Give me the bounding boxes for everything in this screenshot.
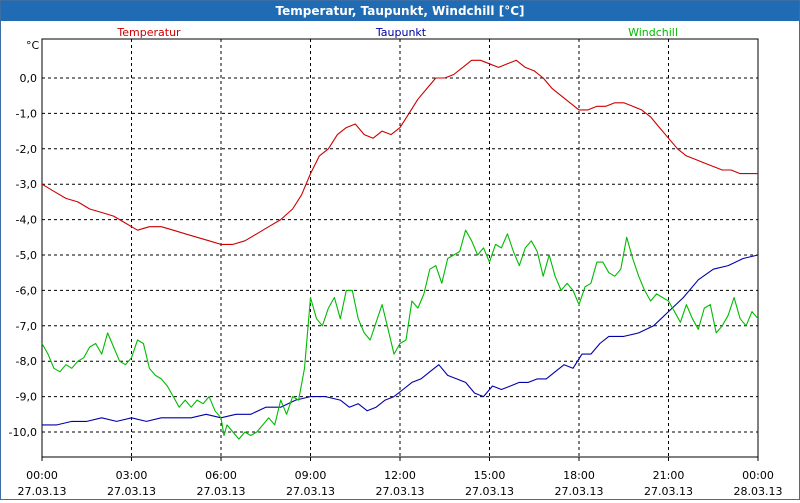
y-tick-label: 0,0 [20, 72, 38, 85]
y-tick-label: -5,0 [16, 249, 37, 262]
series-line-taupunkt [42, 254, 759, 426]
x-tick-time: 03:00 [116, 469, 148, 482]
title-bar: Temperatur, Taupunkt, Windchill [°C] [1, 1, 799, 21]
y-tick-label: -10,0 [9, 426, 37, 439]
y-tick-label: -6,0 [16, 284, 37, 297]
chart-area: 0,0 -1,0 -2,0 -3,0 -4,0 -5,0 -6,0 -7,0 -8,0 -9,0 -… [1, 21, 799, 499]
x-tick-time: 12:00 [384, 469, 416, 482]
x-tick-date: 27.03.13 [107, 485, 156, 498]
window-title: Temperatur, Taupunkt, Windchill [°C] [275, 4, 525, 18]
x-tick-date: 28.03.13 [734, 485, 783, 498]
grid [42, 39, 758, 457]
y-axis-label: °C [26, 39, 40, 52]
x-tick-date: 27.03.13 [555, 485, 604, 498]
x-tick-date: 27.03.13 [465, 485, 514, 498]
x-tick-time: 06:00 [205, 469, 237, 482]
series-line-windchill [41, 229, 759, 440]
x-tick-date: 27.03.13 [376, 485, 425, 498]
x-tick-time: 18:00 [563, 469, 595, 482]
x-tick-time: 15:00 [474, 469, 506, 482]
y-tick-label: -4,0 [16, 214, 37, 227]
y-tick-label: -8,0 [16, 355, 37, 368]
x-tick-time: 21:00 [653, 469, 685, 482]
y-tick-label: -3,0 [16, 178, 37, 191]
y-axis: 0,0 -1,0 -2,0 -3,0 -4,0 -5,0 -6,0 -7,0 -8,0 -9,0 -… [9, 72, 37, 439]
x-axis: 00:00 27.03.13 03:00 27.03.13 06:00 27.03.13 0… [18, 457, 783, 498]
legend-windchill: Windchill [628, 26, 678, 39]
x-tick-date: 27.03.13 [18, 485, 67, 498]
legend-taupunkt: Taupunkt [375, 26, 427, 39]
x-tick-time: 00:00 [742, 469, 774, 482]
x-tick-time: 09:00 [295, 469, 327, 482]
x-tick-date: 27.03.13 [197, 485, 246, 498]
x-tick-time: 00:00 [26, 469, 58, 482]
y-tick-label: -7,0 [16, 320, 37, 333]
y-tick-label: -2,0 [16, 143, 37, 156]
y-tick-label: -1,0 [16, 107, 37, 120]
series-layer [41, 59, 759, 440]
y-tick-label: -9,0 [16, 391, 37, 404]
temperature-chart: 0,0 -1,0 -2,0 -3,0 -4,0 -5,0 -6,0 -7,0 -8,0 -9,0 -… [9, 26, 783, 498]
x-tick-date: 27.03.13 [286, 485, 335, 498]
legend: Temperatur Taupunkt Windchill [116, 26, 678, 39]
x-tick-date: 27.03.13 [644, 485, 693, 498]
legend-temperatur: Temperatur [116, 26, 181, 39]
series-line-temperatur [41, 59, 758, 245]
